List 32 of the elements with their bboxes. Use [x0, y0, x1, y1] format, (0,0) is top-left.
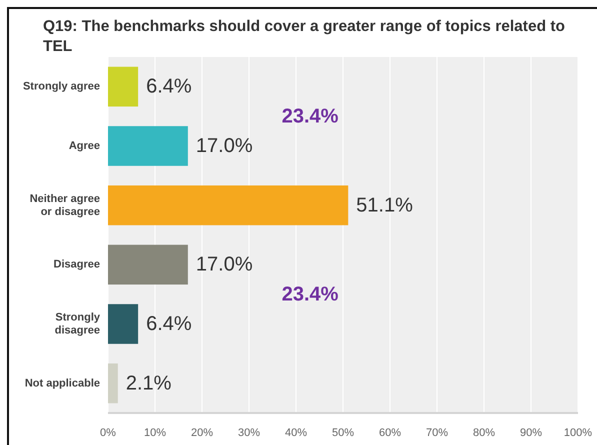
y-tick-label: Disagree	[54, 258, 100, 271]
bar	[108, 244, 188, 285]
data-label: 6.4%	[146, 313, 192, 335]
data-label: 51.1%	[356, 194, 414, 216]
bar	[108, 304, 138, 344]
bar	[108, 126, 188, 166]
y-tick-label: Not applicable	[24, 377, 100, 390]
annotation: 23.4%	[282, 105, 339, 128]
x-tick-label: 60%	[378, 427, 402, 439]
x-tick-label: 90%	[520, 427, 542, 439]
x-tick-label: 10%	[144, 427, 166, 439]
x-tick-label: 0%	[100, 427, 116, 439]
data-label: 6.4%	[146, 76, 192, 98]
x-tick-label: 30%	[238, 427, 260, 439]
y-tick-label: Neither agree or disagree	[30, 192, 100, 218]
data-label: 17.0%	[196, 135, 253, 157]
y-tick-label: Strongly disagree	[54, 312, 101, 336]
bar	[108, 185, 348, 226]
x-tick-label: 20%	[190, 427, 214, 439]
data-label: 17.0%	[196, 254, 253, 276]
chart-title: Q19: The benchmarks should cover a greater range of topics related to TEL	[43, 18, 565, 55]
bar	[108, 66, 138, 107]
y-tick-label: Agree	[68, 140, 100, 152]
bar	[108, 363, 118, 404]
x-tick-label: 50%	[332, 427, 354, 439]
annotation: 23.4%	[282, 283, 339, 306]
y-tick-label: Strongly agree	[22, 80, 100, 93]
x-tick-label: 40%	[284, 427, 308, 439]
data-label: 2.1%	[126, 372, 172, 394]
x-tick-label: 100%	[564, 427, 592, 439]
x-tick-label: 80%	[472, 427, 496, 439]
x-tick-label: 70%	[426, 427, 448, 439]
